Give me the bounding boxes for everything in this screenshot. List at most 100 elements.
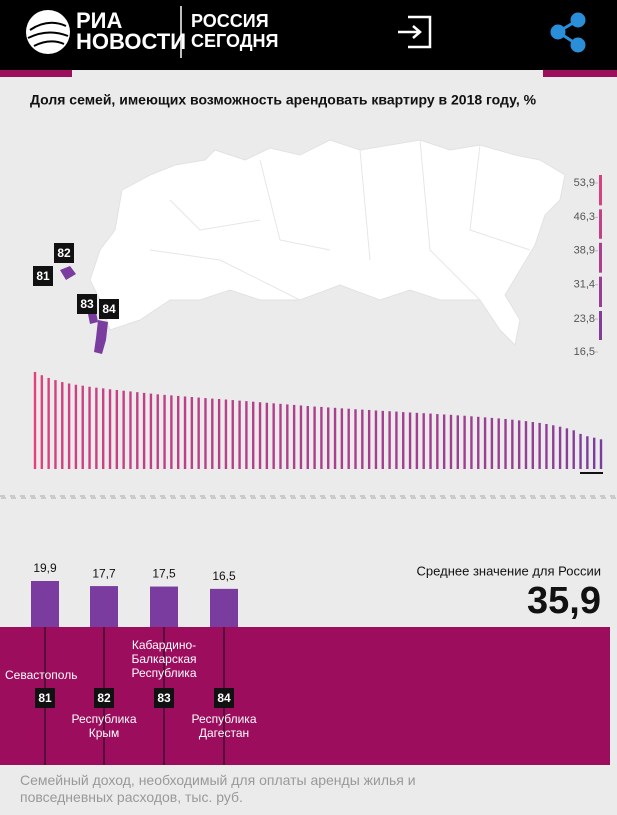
strip-bar (524, 421, 528, 469)
strip-bar (47, 377, 50, 469)
strip-bar (88, 386, 91, 469)
map-label-box (99, 299, 119, 319)
strip-bar (149, 393, 153, 469)
strip-bar (565, 428, 569, 469)
code-label: 81 (38, 691, 52, 705)
brand-text: РОССИЯ (191, 11, 269, 31)
code-label: 84 (217, 691, 231, 705)
legend-label: 23,8 (574, 313, 595, 325)
value-label: 17,5 (152, 567, 176, 581)
strip-bar (442, 414, 446, 469)
strip-bar (354, 409, 357, 469)
strip-bar (197, 397, 200, 469)
strip-bar (95, 387, 98, 469)
map-region (60, 266, 76, 280)
average-label: Среднее значение для России (417, 563, 601, 578)
strip-bar (306, 406, 309, 469)
category-box: Кабардино-Балкарская Республика (131, 638, 196, 680)
category-label: Севастополь (5, 668, 78, 682)
strip-bar (531, 422, 535, 469)
category-label: Республика Крым (71, 712, 137, 740)
strip-bar (436, 414, 439, 469)
map-label: 82 (57, 246, 71, 260)
strip-bar (340, 408, 344, 469)
strip-bar (586, 436, 589, 469)
strip-bar (347, 408, 350, 469)
category-box: Севастополь (5, 668, 78, 682)
category-box: Республика Крым (71, 712, 137, 740)
strip-bar (511, 419, 514, 469)
map-label-box (77, 294, 97, 314)
strip-bar (545, 424, 548, 469)
map-label: 84 (102, 302, 116, 316)
strip-bar (177, 395, 180, 469)
strip-bar (299, 405, 303, 469)
strip-bar (361, 409, 364, 469)
strip-bar (156, 394, 159, 469)
bar (150, 586, 178, 627)
strip-bar (402, 412, 405, 469)
map-region (88, 312, 98, 324)
strip-bar (252, 401, 255, 469)
average-value: 35,9 (527, 580, 601, 622)
footer-text: Семейный доход, необходимый для оплаты а… (20, 772, 416, 805)
map-russia (89, 139, 566, 347)
strip-bar (286, 404, 289, 469)
strip-bar (504, 418, 507, 469)
strip-bar (408, 412, 412, 469)
legend-label: 53,9 (574, 177, 595, 189)
strip-bar (224, 399, 228, 469)
bar (90, 586, 118, 627)
map-label: 83 (80, 297, 94, 311)
strip-bar (292, 404, 296, 469)
strip-bar (115, 389, 119, 469)
strip-bar (258, 402, 262, 469)
bar (210, 588, 238, 627)
strip-bar (129, 391, 132, 469)
strip-bar (456, 415, 459, 469)
code-box (35, 688, 55, 708)
category-box: Республика Дагестан (191, 712, 256, 740)
strip-bar (463, 415, 466, 469)
strip-bar (415, 412, 419, 469)
legend-label: 16,5 (574, 346, 595, 358)
strip-bar (483, 417, 487, 469)
share-icon[interactable] (550, 12, 586, 53)
strip-bar (33, 372, 37, 469)
code-box (94, 688, 114, 708)
strip-bar (558, 426, 562, 469)
legend-segment (599, 175, 602, 206)
map-region (94, 320, 108, 354)
value-label: 17,7 (92, 566, 116, 580)
strip-bar (572, 430, 575, 469)
legend-label: 31,4 (574, 279, 595, 291)
legend-segment (599, 242, 602, 273)
logo-text: НОВОСТИ (76, 29, 186, 54)
strip-bar (74, 384, 78, 469)
strip-bar (136, 392, 139, 469)
brand-text: СЕГОДНЯ (191, 31, 279, 51)
strip-bar (313, 406, 316, 469)
map-label-box (54, 243, 74, 263)
map-label-box (33, 266, 53, 286)
strip-bar (163, 394, 166, 469)
logo-text: РИА (76, 8, 122, 33)
logo-lines (27, 21, 69, 47)
strip-bar (142, 392, 146, 469)
strip-bar (449, 414, 453, 469)
strip-bar (552, 425, 555, 469)
legend-label: 38,9 (574, 245, 595, 257)
enter-icon[interactable] (398, 15, 432, 49)
header-accent (0, 70, 72, 77)
strip-bar (490, 417, 494, 469)
strip-bar (429, 413, 432, 469)
code-box (154, 688, 174, 708)
strip-bar (231, 400, 234, 469)
legend-segment (599, 311, 602, 340)
strip-bar (108, 389, 112, 469)
strip-bar (374, 410, 378, 469)
strip-bar (470, 416, 473, 469)
strip-bar (122, 390, 125, 469)
strip-bar (599, 439, 603, 469)
